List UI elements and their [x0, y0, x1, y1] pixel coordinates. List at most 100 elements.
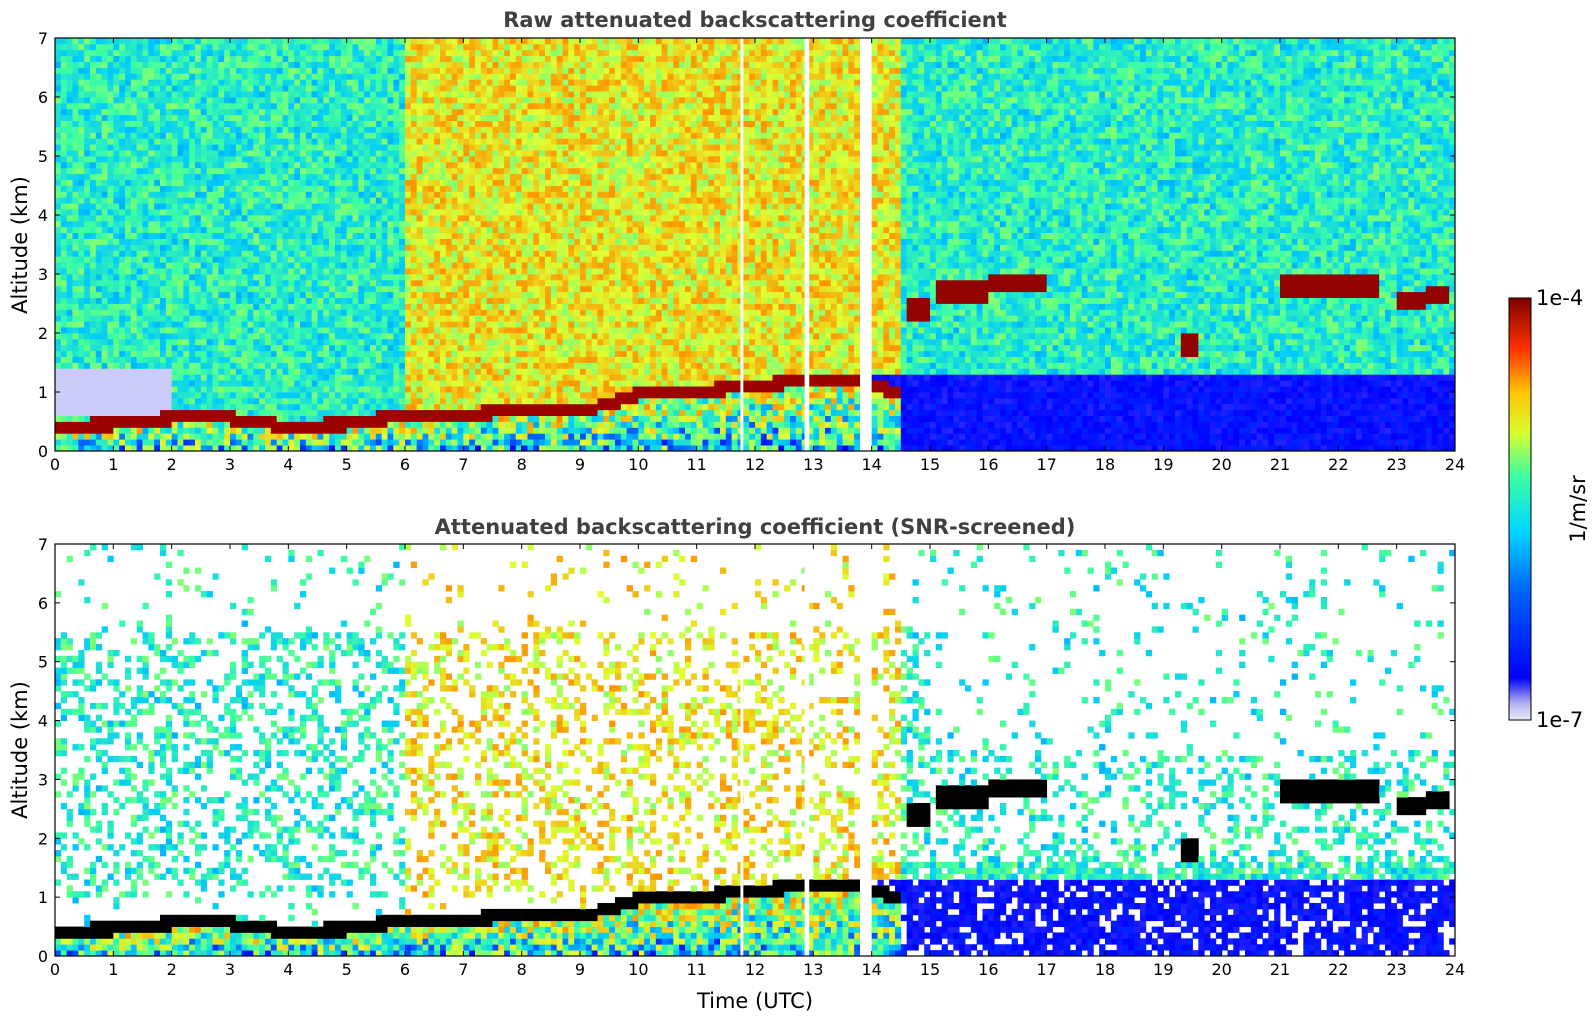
- heatmap-cell: [282, 85, 289, 92]
- heatmap-cell: [451, 338, 458, 346]
- heatmap-cell: [195, 274, 202, 281]
- heatmap-cell: [311, 362, 318, 369]
- heatmap-cell: [177, 220, 184, 228]
- heatmap-cell: [381, 108, 388, 116]
- heatmap-cell: [95, 197, 103, 204]
- heatmap-cell: [235, 415, 243, 422]
- heatmap-cell: [463, 203, 470, 210]
- heatmap-cell: [195, 85, 202, 92]
- heatmap-cell: [224, 409, 231, 416]
- heatmap-cell: [381, 244, 388, 251]
- heatmap-cell: [130, 445, 138, 451]
- heatmap-cell: [399, 433, 406, 440]
- heatmap-cell: [247, 209, 254, 216]
- heatmap-cell: [212, 120, 219, 127]
- heatmap-cell: [142, 392, 149, 399]
- heatmap-cell: [113, 250, 120, 257]
- heatmap-cell: [60, 55, 68, 62]
- heatmap-cell: [428, 321, 435, 328]
- heatmap-cell: [72, 167, 79, 175]
- heatmap-cell: [235, 262, 243, 269]
- heatmap-cell: [335, 409, 342, 416]
- heatmap-cell: [72, 250, 79, 257]
- heatmap-cell: [84, 67, 91, 74]
- heatmap-cell: [358, 262, 365, 269]
- heatmap-cell: [469, 415, 476, 422]
- heatmap-cell: [381, 403, 388, 411]
- heatmap-cell: [323, 327, 330, 334]
- heatmap-cell: [148, 132, 155, 139]
- heatmap-cell: [422, 97, 429, 104]
- heatmap-cell: [364, 268, 371, 275]
- heatmap-cell: [160, 138, 167, 145]
- heatmap-cell: [101, 427, 108, 434]
- heatmap-cell: [288, 392, 295, 399]
- heatmap-cell: [276, 392, 283, 399]
- heatmap-cell: [113, 191, 120, 198]
- heatmap-cell: [136, 445, 143, 451]
- heatmap-cell: [300, 279, 307, 287]
- heatmap-cell: [335, 179, 342, 186]
- heatmap-cell: [451, 333, 458, 340]
- heatmap-cell: [95, 73, 103, 80]
- heatmap-cell: [358, 238, 365, 245]
- heatmap-cell: [125, 79, 132, 86]
- heatmap-cell: [212, 362, 219, 369]
- heatmap-cell: [457, 279, 464, 287]
- heatmap-cell: [445, 61, 453, 68]
- heatmap-cell: [375, 61, 383, 68]
- heatmap-cell: [235, 97, 243, 104]
- heatmap-cell: [125, 256, 132, 263]
- heatmap-cell: [148, 161, 155, 169]
- heatmap-cell: [60, 315, 68, 322]
- heatmap-cell: [323, 120, 330, 127]
- heatmap-cell: [165, 262, 173, 269]
- heatmap-cell: [119, 138, 126, 145]
- heatmap-cell: [352, 415, 359, 422]
- heatmap-cell: [230, 191, 237, 198]
- heatmap-cell: [253, 421, 260, 428]
- heatmap-cell: [282, 102, 289, 110]
- heatmap-cell: [387, 309, 394, 316]
- heatmap-cell: [440, 333, 447, 340]
- heatmap-cell: [107, 368, 114, 375]
- heatmap-cell: [101, 55, 108, 62]
- heatmap-cell: [311, 179, 318, 186]
- heatmap-cell: [410, 439, 418, 446]
- heatmap-cell: [335, 185, 342, 192]
- heatmap-cell: [177, 226, 184, 234]
- heatmap-cell: [55, 427, 62, 434]
- heatmap-cell: [405, 397, 412, 405]
- heatmap-cell: [160, 120, 167, 127]
- heatmap-cell: [101, 338, 108, 346]
- heatmap-cell: [200, 114, 208, 121]
- heatmap-cell: [405, 250, 412, 257]
- heatmap-cell: [440, 49, 447, 57]
- heatmap-cell: [177, 185, 184, 192]
- heatmap-cell: [358, 55, 365, 62]
- heatmap-cell: [457, 55, 464, 62]
- heatmap-cell: [445, 256, 453, 263]
- heatmap-cell: [218, 397, 225, 405]
- heatmap-cell: [352, 150, 359, 157]
- heatmap-cell: [370, 291, 377, 298]
- heatmap-cell: [469, 309, 476, 316]
- heatmap-cell: [142, 38, 149, 45]
- heatmap-cell: [364, 380, 371, 387]
- heatmap-cell: [288, 350, 295, 357]
- heatmap-cell: [387, 220, 394, 228]
- heatmap-cell: [300, 156, 307, 163]
- heatmap-cell: [305, 285, 313, 293]
- heatmap-cell: [387, 274, 394, 281]
- heatmap-cell: [323, 232, 330, 239]
- heatmap-cell: [253, 73, 260, 80]
- heatmap-cell: [195, 327, 202, 334]
- heatmap-cell: [288, 79, 295, 86]
- heatmap-cell: [224, 38, 231, 45]
- heatmap-cell: [300, 179, 307, 186]
- heatmap-cell: [136, 161, 143, 169]
- heatmap-cell: [375, 173, 383, 180]
- heatmap-cell: [276, 321, 283, 328]
- heatmap-cell: [259, 397, 266, 405]
- heatmap-cell: [352, 291, 359, 298]
